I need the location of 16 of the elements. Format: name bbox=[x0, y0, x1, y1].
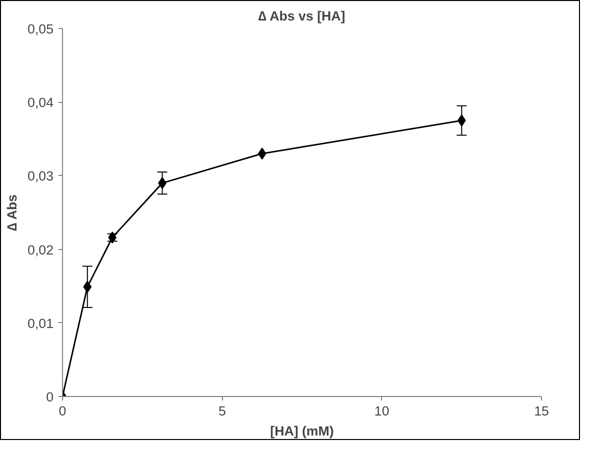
x-tick-label: 5 bbox=[218, 404, 226, 418]
point bbox=[458, 114, 466, 126]
x-tick-label: 0 bbox=[58, 404, 66, 418]
chart-title: ∆ Abs vs [HA] bbox=[258, 8, 346, 24]
y-tick-label: 0,02 bbox=[28, 242, 54, 258]
x-tick-label: 15 bbox=[534, 404, 549, 418]
y-tick-label: 0,05 bbox=[28, 22, 54, 36]
point bbox=[258, 148, 266, 160]
x-tick-label: 10 bbox=[374, 404, 390, 418]
y-tick-label: 0,04 bbox=[28, 95, 54, 110]
y-tick-label: 0,01 bbox=[28, 316, 54, 331]
point bbox=[83, 280, 92, 293]
y-tick-label: 0 bbox=[46, 390, 54, 404]
x-axis-title: [HA] (mM) bbox=[270, 424, 334, 438]
y-axis-title: ∆ Abs bbox=[4, 194, 20, 232]
y-tick-label: 0,03 bbox=[28, 168, 54, 184]
